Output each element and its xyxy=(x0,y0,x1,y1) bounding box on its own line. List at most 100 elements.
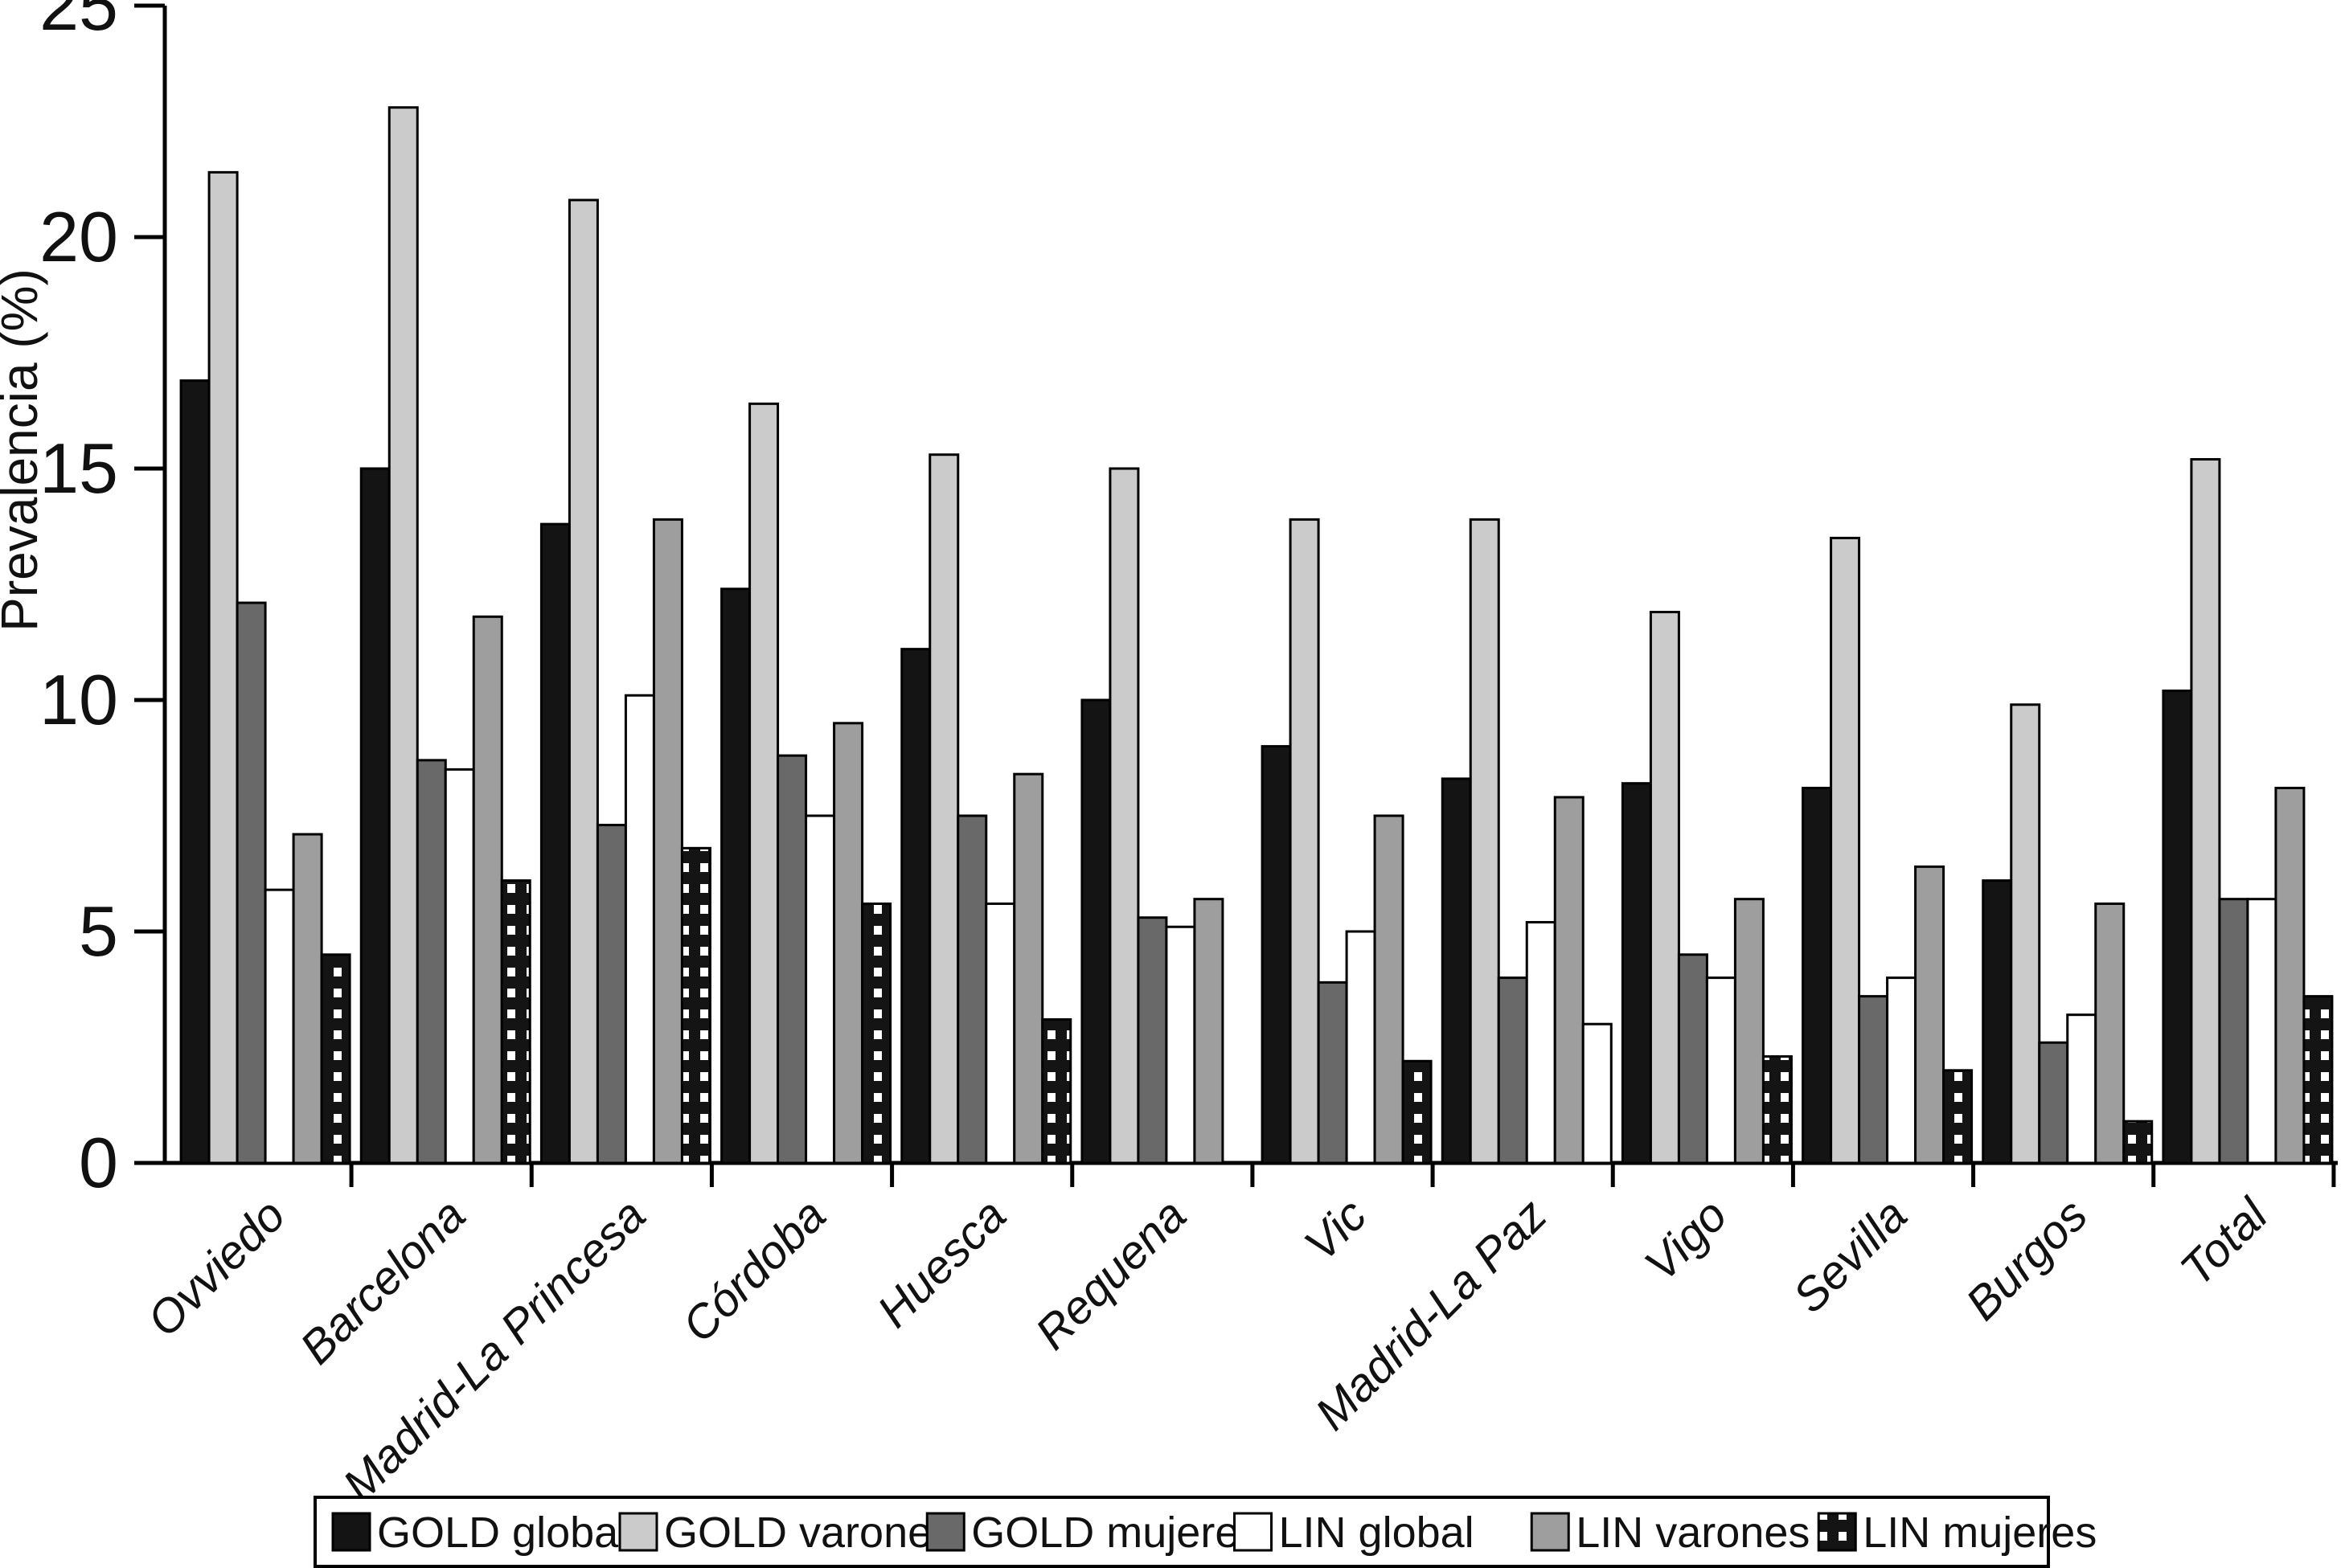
bar-c-rdoba-gold-global xyxy=(720,587,752,1165)
y-tick-label-20: 20 xyxy=(39,197,118,276)
bar-sevilla-gold-global xyxy=(1802,786,1833,1165)
bar-requena-gold-global xyxy=(1080,698,1112,1165)
x-label-total: Total xyxy=(2171,1188,2279,1296)
bar-sevilla-gold-varones xyxy=(1830,536,1861,1165)
legend-item-lin-mujeres: LIN mujeres xyxy=(1817,1509,2097,1557)
x-label-vigo: Vigo xyxy=(1634,1189,1736,1291)
legend-item-gold-global: GOLD global xyxy=(331,1509,628,1557)
legend-item-gold-varones: GOLD varones xyxy=(618,1509,953,1557)
bar-vic-gold-varones xyxy=(1289,518,1320,1165)
bar-requena-lin-varones xyxy=(1193,898,1224,1165)
bar-madrid-la-paz-lin-mujeres xyxy=(1581,1022,1613,1165)
bar-c-rdoba-lin-mujeres xyxy=(861,902,892,1165)
bar-vic-lin-global xyxy=(1345,930,1376,1165)
bar-burgos-gold-global xyxy=(1982,879,2013,1165)
bar-huesca-lin-mujeres xyxy=(1041,1017,1072,1165)
bar-sevilla-lin-mujeres xyxy=(1942,1069,1974,1165)
bar-madrid-la-paz-gold-mujeres xyxy=(1497,976,1528,1165)
x-label-burgos: Burgos xyxy=(1956,1189,2097,1330)
bar-ovviedo-lin-varones xyxy=(292,833,323,1165)
legend-label-lin-varones: LIN varones xyxy=(1576,1509,1810,1557)
legend-label-lin-global: LIN global xyxy=(1279,1509,1474,1557)
bar-c-rdoba-lin-global xyxy=(805,814,836,1165)
bar-ovviedo-gold-mujeres xyxy=(236,601,267,1165)
bar-barcelona-lin-global xyxy=(444,768,475,1165)
bar-sevilla-gold-mujeres xyxy=(1858,995,1889,1165)
legend-item-lin-global: LIN global xyxy=(1233,1509,1474,1557)
bar-total-lin-global xyxy=(2246,898,2277,1165)
bar-huesca-gold-global xyxy=(900,648,932,1165)
bar-burgos-gold-mujeres xyxy=(2038,1041,2069,1165)
bar-huesca-gold-mujeres xyxy=(957,814,988,1165)
bar-madrid-la-princesa-gold-mujeres xyxy=(596,824,627,1165)
bar-madrid-la-princesa-lin-varones xyxy=(652,518,683,1165)
bar-madrid-la-princesa-gold-global xyxy=(539,522,571,1165)
bar-burgos-lin-global xyxy=(2066,1013,2097,1165)
bar-sevilla-lin-global xyxy=(1886,976,1917,1165)
y-tick-label-5: 5 xyxy=(79,891,118,971)
bar-madrid-la-paz-lin-global xyxy=(1525,920,1556,1165)
bar-vic-lin-varones xyxy=(1373,814,1404,1165)
legend-label-lin-mujeres: LIN mujeres xyxy=(1863,1509,2097,1557)
bar-burgos-lin-mujeres xyxy=(2122,1120,2154,1165)
bar-total-lin-mujeres xyxy=(2302,995,2334,1165)
bar-vigo-lin-global xyxy=(1705,976,1736,1165)
y-tick-label-10: 10 xyxy=(39,660,118,739)
bar-vigo-gold-global xyxy=(1621,782,1652,1165)
bar-c-rdoba-gold-varones xyxy=(748,402,780,1165)
x-label-madrid-la-princesa: Madrid-La Princesa xyxy=(333,1189,656,1512)
legend-label-gold-mujeres: GOLD mujeres xyxy=(971,1509,1261,1557)
legend-item-lin-varones: LIN varones xyxy=(1530,1509,1810,1557)
legend-label-gold-global: GOLD global xyxy=(377,1509,628,1557)
bar-requena-lin-global xyxy=(1165,925,1196,1165)
bar-ovviedo-lin-global xyxy=(264,888,295,1165)
bar-requena-gold-mujeres xyxy=(1137,916,1168,1165)
bar-barcelona-lin-mujeres xyxy=(500,879,531,1165)
bar-huesca-lin-global xyxy=(985,902,1016,1165)
y-tick-label-15: 15 xyxy=(39,428,118,508)
bar-total-lin-varones xyxy=(2274,786,2306,1165)
bar-madrid-la-paz-gold-varones xyxy=(1469,518,1500,1165)
bar-vigo-gold-mujeres xyxy=(1677,953,1708,1165)
bar-madrid-la-paz-lin-varones xyxy=(1553,796,1585,1165)
bar-total-gold-global xyxy=(2162,689,2193,1165)
bar-ovviedo-lin-mujeres xyxy=(320,953,351,1165)
bar-barcelona-gold-varones xyxy=(387,106,419,1165)
bar-vigo-gold-varones xyxy=(1649,611,1680,1165)
x-label-huesca: Huesca xyxy=(867,1189,1016,1337)
legend-label-gold-varones: GOLD varones xyxy=(664,1509,953,1557)
legend-swatch-lin-mujeres xyxy=(1817,1512,1857,1552)
x-label-c-rdoba: Córdoba xyxy=(672,1189,835,1352)
bar-c-rdoba-lin-varones xyxy=(833,722,864,1165)
bar-huesca-lin-varones xyxy=(1013,772,1044,1165)
legend-swatch-gold-mujeres xyxy=(925,1512,965,1552)
x-label-requena: Requena xyxy=(1026,1189,1196,1359)
bar-burgos-gold-varones xyxy=(2010,703,2041,1165)
legend-swatch-lin-global xyxy=(1233,1512,1273,1552)
bar-c-rdoba-gold-mujeres xyxy=(777,754,808,1165)
y-axis-title: Prevalencia (%) xyxy=(0,268,48,632)
bar-vic-gold-global xyxy=(1261,745,1292,1165)
legend-item-gold-mujeres: GOLD mujeres xyxy=(925,1509,1261,1557)
x-label-sevilla: Sevilla xyxy=(1783,1189,1917,1323)
bar-madrid-la-princesa-gold-varones xyxy=(568,199,599,1165)
legend-swatch-gold-varones xyxy=(618,1512,658,1552)
bar-huesca-gold-varones xyxy=(929,453,960,1165)
bar-vic-lin-mujeres xyxy=(1401,1059,1433,1165)
bar-requena-gold-varones xyxy=(1109,467,1140,1165)
bar-vigo-lin-varones xyxy=(1733,898,1765,1165)
x-label-vic: Vic xyxy=(1294,1189,1376,1271)
bar-total-gold-mujeres xyxy=(2218,898,2249,1165)
bar-madrid-la-princesa-lin-mujeres xyxy=(680,846,711,1165)
bar-madrid-la-paz-gold-global xyxy=(1441,777,1472,1165)
legend-box xyxy=(314,1496,2050,1568)
bar-sevilla-lin-varones xyxy=(1914,865,1945,1165)
bar-barcelona-lin-varones xyxy=(472,615,503,1165)
x-label-ovviedo: Ovviedo xyxy=(137,1189,295,1346)
x-label-barcelona: Barcelona xyxy=(290,1189,476,1374)
bar-barcelona-gold-global xyxy=(359,467,391,1165)
y-tick-label-25: 25 xyxy=(39,0,118,45)
